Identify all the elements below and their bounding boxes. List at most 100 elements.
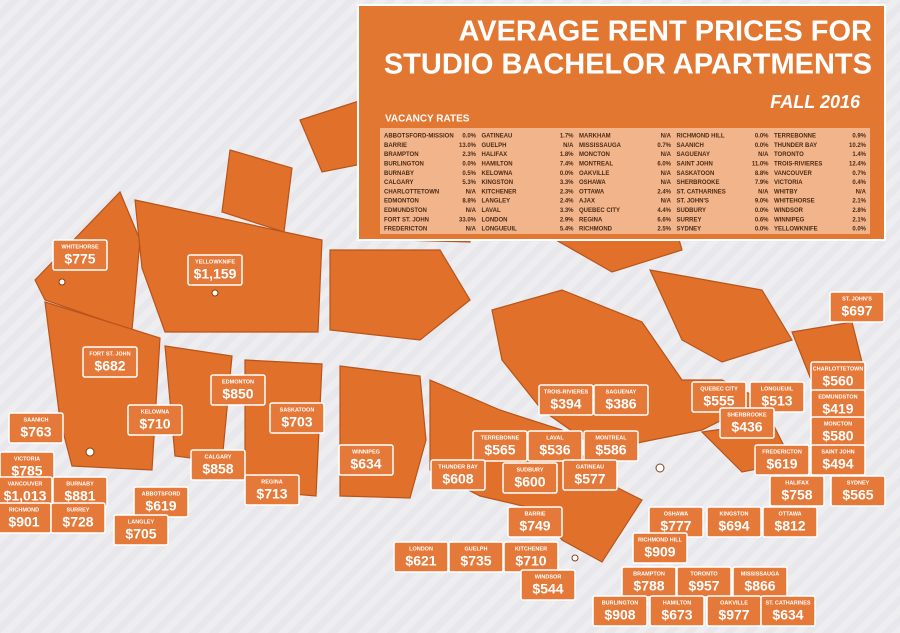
vacancy-city: THUNDER BAY [774, 143, 817, 149]
city-name: SAINT JOHN [821, 449, 854, 455]
price-label: BARRIE$749 [507, 506, 563, 538]
vacancy-rate: 2.3% [462, 152, 476, 158]
vacancy-rate: 5.4% [560, 227, 574, 233]
vacancy-city: MONCTON [579, 152, 610, 158]
vacancy-rate: 2.1% [852, 199, 866, 205]
city-name: VICTORIA [14, 456, 40, 462]
vacancy-city: LAVAL [482, 208, 501, 214]
label-box [649, 595, 705, 627]
city-price: $544 [532, 581, 563, 597]
vacancy-city: REGINA [579, 217, 603, 223]
vacancy-rate: 0.0% [852, 227, 866, 233]
price-label: ST. CATHARINES$634 [760, 595, 816, 627]
city-price: $634 [350, 456, 381, 472]
vacancy-rate: 0.0% [755, 134, 769, 140]
label-box [338, 444, 394, 476]
vacancy-city: HAMILTON [482, 161, 513, 167]
price-label: EDMONTON$850 [210, 374, 266, 406]
city-dot [58, 278, 66, 286]
city-name: TROIS-RIVIERES [544, 389, 589, 395]
vacancy-city: FREDERICTON [384, 227, 427, 233]
city-price: $977 [718, 607, 749, 623]
vacancy-rate: 10.2% [849, 143, 867, 149]
vacancy-city: KINGSTON [482, 180, 514, 186]
city-price: $710 [515, 553, 546, 569]
label-box [52, 239, 108, 271]
vacancy-rate: 3.3% [560, 208, 574, 214]
vacancy-heading: VACANCY RATES [385, 114, 470, 125]
vacancy-city: BARRIE [384, 143, 407, 149]
city-name: HALIFAX [785, 480, 809, 486]
city-name: SASKATOON [280, 407, 315, 413]
label-box [769, 475, 825, 507]
island [221, 149, 293, 233]
city-price: $619 [766, 456, 797, 472]
price-label: CALGARY$858 [190, 449, 246, 481]
city-price: $494 [822, 456, 853, 472]
vacancy-city: ABBOTSFORD-MISSION [384, 134, 454, 140]
city-dot [655, 463, 665, 473]
city-price: $1,013 [4, 488, 47, 504]
vacancy-city: WHITBY [774, 189, 798, 195]
vacancy-rate: 11.0% [752, 161, 769, 167]
vacancy-rate: N/A [758, 152, 769, 158]
price-label: GUELPH$735 [448, 541, 504, 573]
vacancy-rate: 0.0% [755, 208, 769, 214]
city-name: FORT ST. JOHN [89, 351, 130, 357]
manitoba [339, 365, 427, 499]
city-name: EDMUNDSTON [818, 394, 857, 400]
vacancy-rate: 8.8% [755, 171, 769, 177]
city-price: $419 [822, 401, 853, 417]
vacancy-city: GATINEAU [482, 134, 513, 140]
price-label: KINGSTON$694 [706, 506, 762, 538]
city-name: LONGUEUIL [761, 386, 794, 392]
city-name: MONCTON [824, 421, 852, 427]
vacancy-rate: 2.4% [560, 199, 574, 205]
labrador [648, 269, 793, 363]
vacancy-city: BRAMPTON [384, 152, 419, 158]
city-name: LAVAL [546, 435, 564, 441]
city-price: $694 [718, 518, 749, 534]
vacancy-city: CHARLOTTETOWN [384, 189, 439, 195]
label-box [632, 532, 688, 564]
price-label: QUEBEC CITY$555 [691, 381, 747, 413]
price-label: LAVAL$536 [527, 430, 583, 462]
city-price: $858 [202, 461, 233, 477]
label-box [448, 541, 504, 573]
city-name: HAMILTON [663, 600, 692, 606]
city-price: $386 [605, 396, 636, 412]
vacancy-rate: N/A [563, 143, 574, 149]
city-price: $565 [484, 442, 515, 458]
price-label: BRAMPTON$788 [621, 566, 677, 598]
label-box [244, 474, 300, 506]
price-label: TROIS-RIVIERES$394 [538, 384, 594, 416]
city-name: BARRIE [524, 511, 545, 517]
city-name: OSHAWA [664, 511, 688, 517]
vacancy-rate: 7.9% [755, 180, 769, 186]
price-label: HAMILTON$673 [649, 595, 705, 627]
vacancy-city: SAANICH [677, 143, 704, 149]
vacancy-rate: 6.6% [657, 217, 671, 223]
vacancy-rate: 0.6% [755, 217, 769, 223]
price-label: BURLINGTON$908 [592, 595, 648, 627]
city-name: BURNABY [66, 481, 94, 487]
city-name: CALGARY [205, 454, 232, 460]
city-name: WHITEHORSE [61, 244, 99, 250]
price-label: OTTAWA$812 [762, 506, 818, 538]
price-label: EDMUNDSTON$419 [810, 389, 866, 421]
vacancy-city: WINDSOR [774, 208, 804, 214]
label-box [538, 384, 594, 416]
vacancy-city: TORONTO [774, 152, 804, 158]
vacancy-rate: 6.0% [657, 161, 671, 167]
city-price: $881 [64, 488, 95, 504]
price-label: FORT ST. JOHN$682 [82, 346, 138, 378]
label-box [507, 506, 563, 538]
vacancy-rate: 3.3% [560, 180, 574, 186]
price-label: SAANICH$763 [8, 412, 64, 444]
city-price: $673 [661, 607, 692, 623]
vacancy-rate: N/A [661, 180, 672, 186]
price-label: SYDNEY$565 [830, 475, 886, 507]
vacancy-city: CALGARY [384, 180, 413, 186]
city-price: $608 [442, 471, 473, 487]
